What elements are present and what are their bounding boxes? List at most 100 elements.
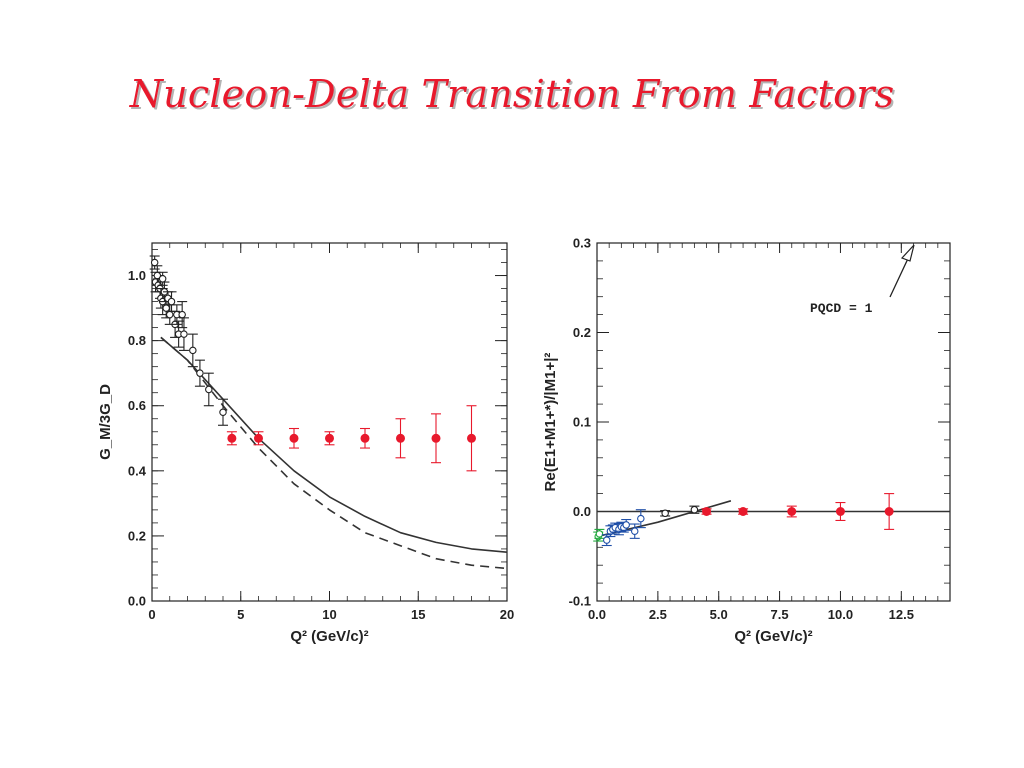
plot-frame <box>151 242 508 602</box>
data-point <box>884 493 895 530</box>
marker <box>835 507 845 516</box>
y-tick-label: 1.0 <box>128 268 146 283</box>
x-tick-label: 20 <box>500 607 514 622</box>
x-tick-label: 5.0 <box>710 607 728 622</box>
marker <box>884 507 894 516</box>
marker <box>637 514 645 523</box>
y-tick-label: 0.3 <box>573 236 591 251</box>
data-point <box>660 509 671 518</box>
data-point <box>689 505 700 514</box>
solid-curve <box>160 336 507 553</box>
marker <box>602 536 611 544</box>
y-tick-label: 0.8 <box>128 333 146 348</box>
y-tick-label: 0.2 <box>128 528 146 543</box>
dashed-curve <box>160 336 507 570</box>
x-tick-label: 0.0 <box>588 607 606 622</box>
data-point <box>253 431 264 446</box>
data-point <box>173 320 184 348</box>
filled-point-series <box>701 493 895 530</box>
x-tick-label: 2.5 <box>649 607 667 622</box>
marker <box>162 304 170 312</box>
data-point <box>149 255 160 270</box>
y-tick-label: 0.6 <box>128 398 146 413</box>
x-tick-label: 0 <box>148 607 155 622</box>
plot-frame <box>596 242 951 602</box>
x-tick-label: 7.5 <box>771 607 789 622</box>
marker <box>189 346 197 355</box>
marker <box>180 330 188 338</box>
marker <box>702 507 712 516</box>
marker <box>396 433 405 443</box>
data-point <box>594 528 605 539</box>
marker <box>150 258 159 267</box>
data-point <box>289 427 299 449</box>
x-axis-label: Q² (GeV/c)² <box>290 628 368 645</box>
x-tick-label: 10.0 <box>828 607 853 622</box>
marker <box>360 433 370 443</box>
annotation-arrowhead <box>900 244 915 262</box>
open-point-series <box>601 509 646 547</box>
data-point <box>203 372 214 407</box>
y-tick-label: 0.4 <box>128 463 147 478</box>
marker <box>289 433 299 443</box>
marker <box>325 433 334 443</box>
curves <box>160 336 507 570</box>
y-tick-label: 0.0 <box>128 594 146 609</box>
marker <box>738 507 748 516</box>
pqcd-annotation: PQCD = 1 <box>810 244 915 316</box>
marker <box>254 433 263 443</box>
marker <box>630 527 639 535</box>
x-tick-label: 5 <box>237 607 244 622</box>
marker <box>167 297 176 306</box>
data-point <box>218 398 228 426</box>
data-point <box>466 405 477 472</box>
curves <box>597 500 950 538</box>
data-point <box>835 501 846 522</box>
data-point <box>178 317 189 351</box>
marker <box>219 408 227 416</box>
data-point <box>360 427 370 449</box>
marker <box>166 310 174 319</box>
data-point <box>635 509 646 529</box>
y-tick-label: 0.1 <box>573 415 591 430</box>
marker <box>595 530 604 538</box>
data-point <box>226 431 237 446</box>
data-point <box>629 523 640 539</box>
y-tick-label: -0.1 <box>569 594 591 609</box>
data-point <box>324 431 335 446</box>
data-point <box>194 359 205 387</box>
marker <box>205 385 213 394</box>
x-axis-label: Q² (GeV/c)² <box>734 628 812 645</box>
data-point <box>431 413 441 464</box>
marker <box>787 507 797 516</box>
marker <box>622 521 630 529</box>
annotation-label: PQCD = 1 <box>810 301 873 316</box>
marker <box>431 433 441 443</box>
data-point <box>395 418 406 459</box>
marker <box>196 369 204 377</box>
marker <box>178 310 186 319</box>
gm-ratio-chart: 0 5 10 15 20 0.0 0.2 0.4 0.6 0.8 1.0 Q² (GeV/c)² G_M… <box>97 242 514 645</box>
y-tick-label: 0.0 <box>573 504 591 519</box>
y-tick-label: 0.2 <box>573 325 591 340</box>
x-tick-label: 15 <box>411 607 425 622</box>
x-tick-label: 10 <box>322 607 336 622</box>
open-point-series <box>660 505 700 518</box>
x-tick-label: 12.5 <box>889 607 914 622</box>
y-axis-label: G_M/3G_D <box>97 384 114 460</box>
emr-ratio-chart: 0.0 2.5 5.0 7.5 10.0 12.5-0.10.00.10.20.3Q² (… <box>542 236 951 645</box>
open-point-series <box>593 528 605 542</box>
data-point <box>187 333 198 368</box>
marker <box>661 509 669 518</box>
data-point <box>786 505 797 518</box>
y-axis-label: Re(E1+M1+*)/|M1+|² <box>542 353 559 492</box>
data-point <box>738 507 749 516</box>
marker <box>467 433 476 443</box>
marker <box>158 275 167 283</box>
open-point-series <box>149 255 228 426</box>
data-point <box>621 519 632 531</box>
marker <box>227 433 237 443</box>
filled-point-series <box>226 405 477 472</box>
marker <box>690 505 699 514</box>
